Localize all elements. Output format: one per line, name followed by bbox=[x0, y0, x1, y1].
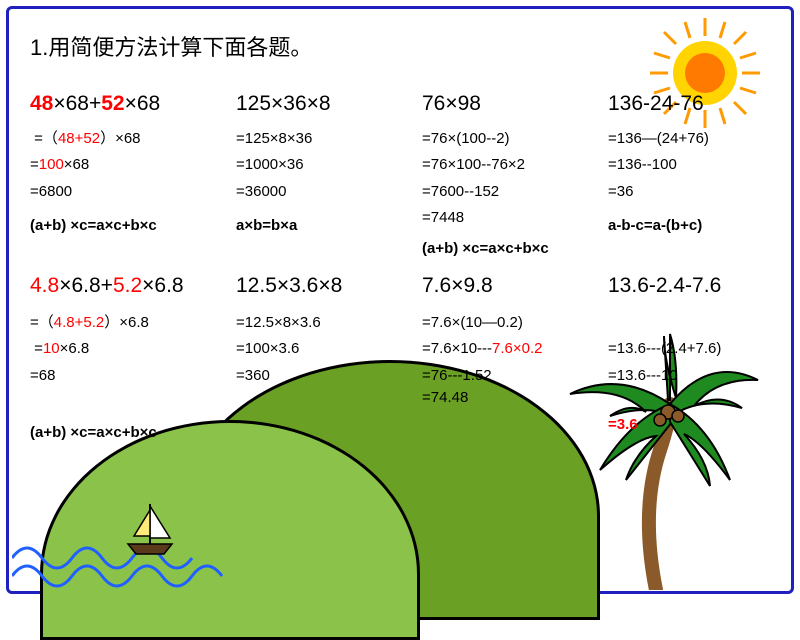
step: =7.6×10---7.6×0.2 bbox=[422, 338, 602, 361]
step: =7.6×(10—0.2) bbox=[422, 312, 602, 335]
step: =10×6.8 bbox=[30, 338, 230, 361]
step: =136--100 bbox=[608, 154, 778, 177]
prob-8-head: 13.6-2.4-7.6 bbox=[608, 270, 778, 302]
step: =100×68 bbox=[30, 154, 230, 177]
step: =360 bbox=[236, 365, 416, 410]
step: =13.6---(2.4+7.6) bbox=[608, 338, 778, 361]
rule: (a+b) ×c=a×c+b×c bbox=[30, 215, 230, 260]
step: =76---1.52=74.48 bbox=[422, 365, 602, 410]
step: =12.5×8×3.6 bbox=[236, 312, 416, 335]
prob-2-head: 125×36×8 bbox=[236, 88, 416, 120]
step: =13.6---10 bbox=[608, 365, 778, 410]
rule: a-b-c=a-(b+c) bbox=[608, 215, 778, 260]
step bbox=[236, 414, 416, 445]
step: =36 bbox=[608, 181, 778, 204]
step: =76×100--76×2 bbox=[422, 154, 602, 177]
page-title: 1.用简便方法计算下面各题。 bbox=[30, 30, 780, 62]
slide-content: 1.用简便方法计算下面各题。 48×68+52×68 125×36×8 76×9… bbox=[0, 0, 800, 600]
prob-5-head: 4.8×6.8+5.2×6.8 bbox=[30, 270, 230, 302]
step: =100×3.6 bbox=[236, 338, 416, 361]
step: =36000 bbox=[236, 181, 416, 204]
step: =（4.8+5.2）×6.8 bbox=[30, 312, 230, 335]
prob-6-head: 12.5×3.6×8 bbox=[236, 270, 416, 302]
step: =3.6 bbox=[608, 414, 778, 445]
step: =7600--152 bbox=[422, 181, 602, 204]
prob-1-head: 48×68+52×68 bbox=[30, 88, 230, 120]
step: =136—(24+76) bbox=[608, 128, 778, 151]
problem-grid: 48×68+52×68 125×36×8 76×98 136-24-76 =（4… bbox=[30, 88, 780, 444]
step bbox=[608, 312, 778, 335]
rule: (a+b) ×c=a×c+b×c bbox=[30, 422, 230, 445]
step: =125×8×36 bbox=[236, 128, 416, 151]
prob-4-head: 136-24-76 bbox=[608, 88, 778, 120]
rule: a×b=b×a bbox=[236, 215, 416, 260]
step: =76×(100--2) bbox=[422, 128, 602, 151]
step bbox=[422, 414, 602, 445]
step: =1000×36 bbox=[236, 154, 416, 177]
step-and-rule: =7448 (a+b) ×c=a×c+b×c bbox=[422, 207, 602, 260]
step: =68 bbox=[30, 365, 230, 410]
step: =6800 bbox=[30, 181, 230, 204]
prob-3-head: 76×98 bbox=[422, 88, 602, 120]
step: =（48+52）×68 bbox=[30, 128, 230, 151]
prob-7-head: 7.6×9.8 bbox=[422, 270, 602, 302]
